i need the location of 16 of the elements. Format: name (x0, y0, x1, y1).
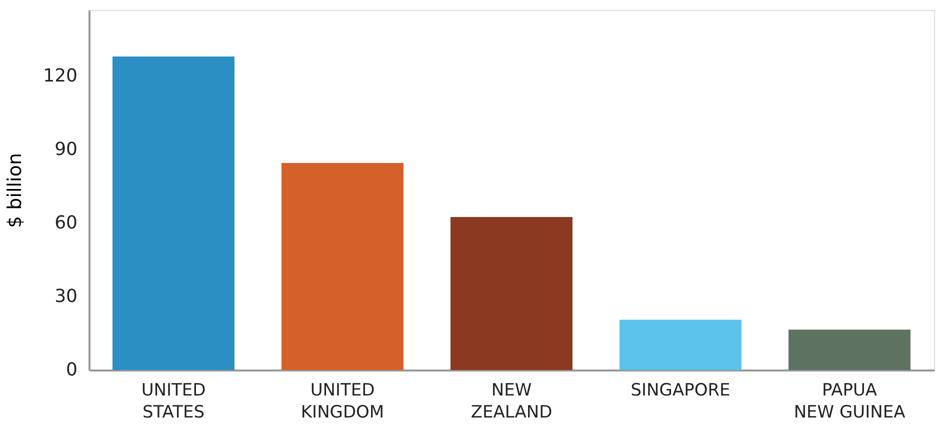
bar (112, 56, 234, 370)
x-tick-label: UNITED STATES (141, 380, 206, 422)
x-tick-label: SINGAPORE (630, 380, 730, 400)
y-tick-label: 30 (54, 286, 78, 308)
x-tick-label: NEW ZEALAND (470, 380, 552, 422)
bar (788, 330, 910, 370)
x-tick-label: PAPUA NEW GUINEA (794, 380, 906, 422)
bar (620, 320, 742, 370)
x-tick-label: UNITED KINGDOM (300, 380, 384, 422)
y-tick-label: 90 (54, 139, 78, 160)
y-tick-label: 60 (54, 212, 78, 234)
bar (282, 163, 404, 370)
y-axis-title: $ billion (4, 153, 26, 228)
y-tick-label: 120 (43, 66, 78, 87)
bar (450, 216, 572, 370)
y-tick-label: 0 (66, 360, 78, 380)
